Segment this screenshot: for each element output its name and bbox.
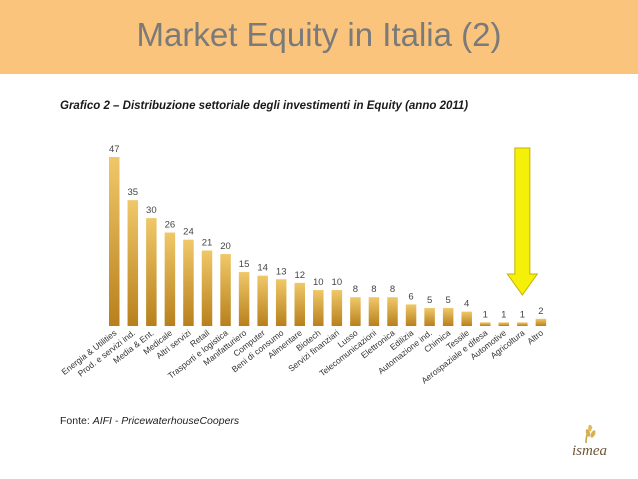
- value-label-10: 12: [294, 270, 305, 281]
- title-banner: Market Equity in Italia (2): [0, 0, 638, 74]
- source-value: AIFI - PricewaterhouseCoopers: [92, 415, 240, 427]
- value-label-18: 5: [446, 295, 451, 306]
- source-label: Fonte:: [60, 415, 93, 427]
- highlight-arrow-icon: [506, 147, 539, 296]
- bars-group: [109, 157, 547, 326]
- highlight-arrow-group: [506, 147, 539, 296]
- bar-20: [480, 322, 491, 326]
- bar-10: [294, 282, 305, 326]
- value-label-22: 1: [520, 309, 525, 320]
- value-label-14: 8: [371, 284, 376, 295]
- value-label-19: 4: [464, 299, 469, 310]
- bar-9: [275, 279, 287, 326]
- value-label-17: 5: [427, 295, 432, 306]
- value-label-7: 15: [239, 259, 250, 270]
- value-label-20: 1: [483, 309, 488, 320]
- value-label-6: 20: [220, 241, 231, 252]
- logo-text: ismea: [572, 443, 607, 459]
- bar-15: [387, 297, 398, 326]
- value-label-0: 47: [109, 144, 120, 155]
- bar-13: [350, 297, 361, 326]
- bar-8: [257, 275, 268, 326]
- bar-0: [109, 157, 120, 326]
- value-label-15: 8: [390, 284, 395, 295]
- bar-22: [517, 322, 528, 326]
- bar-2: [146, 218, 157, 326]
- value-label-1: 35: [128, 187, 139, 198]
- bar-12: [331, 290, 343, 326]
- value-label-21: 1: [501, 309, 506, 320]
- bar-18: [442, 308, 454, 326]
- bar-1: [127, 200, 139, 326]
- bar-17: [424, 308, 435, 326]
- value-label-4: 24: [183, 227, 194, 238]
- bar-5: [201, 250, 213, 326]
- bar-21: [498, 322, 510, 326]
- value-label-11: 10: [313, 277, 324, 288]
- value-label-5: 21: [202, 237, 213, 248]
- value-label-16: 6: [408, 291, 413, 302]
- value-label-3: 26: [165, 220, 176, 231]
- bar-14: [368, 297, 380, 326]
- bar-4: [183, 239, 194, 326]
- category-label-23: Altro: [525, 328, 545, 347]
- bar-23: [535, 318, 547, 326]
- value-label-23: 2: [538, 306, 543, 317]
- bar-11: [313, 290, 324, 326]
- value-label-2: 30: [146, 205, 157, 216]
- source-note: Fonte: AIFI - PricewaterhouseCoopers: [60, 415, 239, 427]
- page-title: Market Equity in Italia (2): [136, 16, 502, 53]
- value-label-12: 10: [332, 277, 343, 288]
- bar-7: [238, 272, 250, 326]
- value-label-8: 14: [257, 263, 268, 274]
- bar-16: [405, 304, 417, 326]
- value-label-13: 8: [353, 284, 358, 295]
- chart-subtitle: Grafico 2 – Distribuzione settoriale deg…: [60, 100, 469, 112]
- bar-3: [164, 232, 176, 326]
- ismea-logo: ismea: [568, 424, 630, 465]
- bar-6: [220, 254, 231, 326]
- bar-19: [461, 311, 472, 326]
- value-label-9: 13: [276, 266, 287, 277]
- wheat-icon: [585, 424, 596, 444]
